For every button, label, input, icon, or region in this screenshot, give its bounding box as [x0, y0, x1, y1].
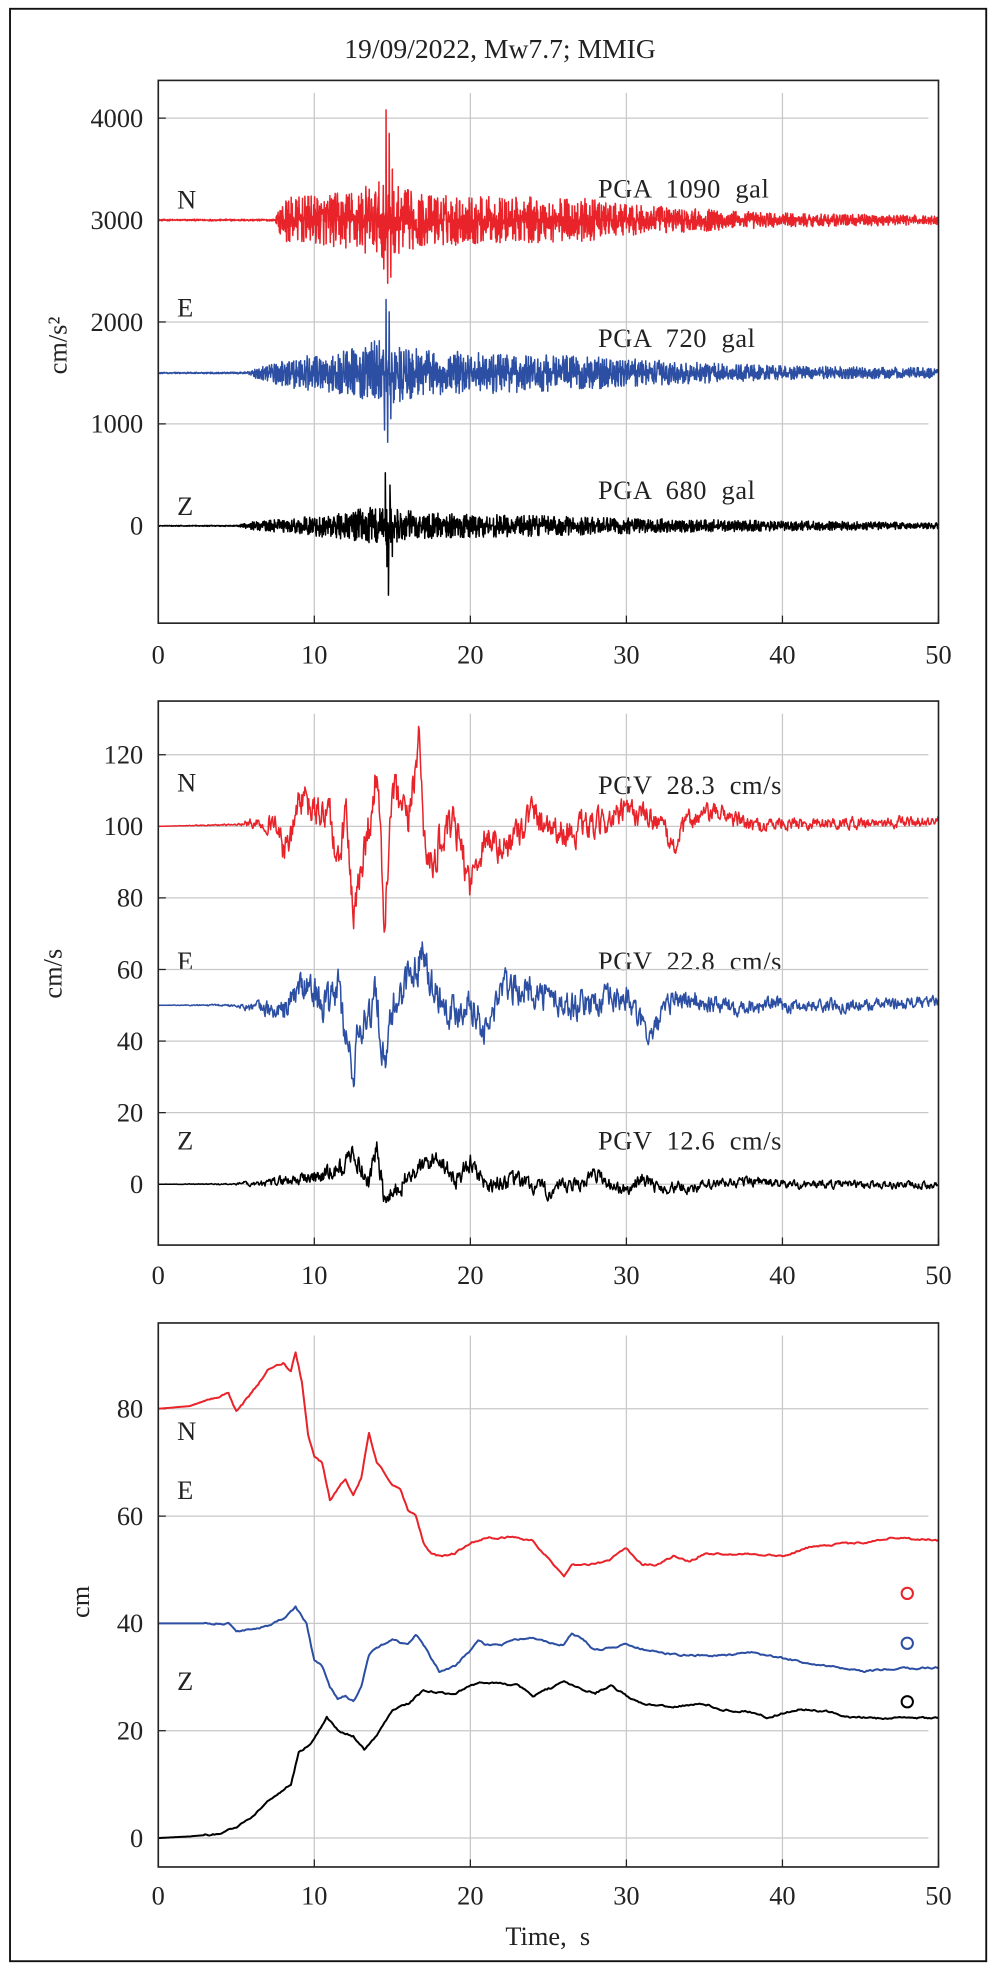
- x-tick-label: 10: [301, 1881, 327, 1911]
- y-tick-label: 0: [130, 1169, 143, 1199]
- y-tick-label: 120: [104, 740, 144, 770]
- axes-frame: [157, 79, 940, 624]
- ylabel-acceleration: cm/s²: [43, 317, 73, 375]
- axes-frame: [157, 700, 940, 1246]
- trace-velocity-E: [158, 941, 940, 1088]
- y-tick-label: 80: [117, 1394, 143, 1424]
- x-tick-label: 30: [613, 1260, 639, 1290]
- y-tick-label: 0: [130, 511, 143, 541]
- figure-title: 19/09/2022, Mw7.7; MMIG: [344, 33, 656, 64]
- x-tick-label: 0: [152, 639, 165, 669]
- x-tick-label: 40: [769, 639, 795, 669]
- y-tick-label: 0: [130, 1823, 143, 1853]
- y-tick-label: 60: [117, 1501, 143, 1531]
- x-tick-label: 30: [613, 639, 639, 669]
- x-tick-label: 50: [925, 639, 951, 669]
- x-tick-label: 40: [769, 1260, 795, 1290]
- static-offset-marker-E: [900, 1636, 914, 1650]
- trace-acceleration-N: [157, 109, 940, 284]
- trace-displacement-N: [158, 1351, 939, 1578]
- x-tick-label: 20: [457, 639, 483, 669]
- y-tick-label: 100: [104, 811, 144, 841]
- label-e: E: [177, 946, 193, 976]
- panel-displacement: cm N E Z Time, s: [65, 1416, 590, 1951]
- label-z: Z: [177, 1126, 193, 1156]
- pga-z: PGA 680 gal: [598, 475, 756, 505]
- x-tick-label: 20: [457, 1260, 483, 1290]
- figure-border: [9, 7, 988, 1963]
- trace-acceleration-Z: [157, 472, 939, 596]
- pgv-e: PGV 22.8 cm/s: [598, 946, 782, 976]
- label-n: N: [177, 185, 196, 215]
- x-tick-label: 20: [457, 1881, 483, 1911]
- xlabel-time: Time, s: [505, 1921, 590, 1951]
- pga-e: PGA 720 gal: [598, 323, 756, 353]
- trace-acceleration-E: [157, 298, 940, 443]
- static-offset-marker-Z: [900, 1695, 914, 1709]
- pgv-z: PGV 12.6 cm/s: [598, 1126, 782, 1156]
- x-tick-label: 50: [925, 1881, 951, 1911]
- trace-displacement-E: [158, 1605, 939, 1703]
- label-e: E: [177, 1475, 193, 1505]
- plot-displacement: 0 10 20 30 40 50 0 20 40 60 80: [117, 1322, 952, 1911]
- y-tick-label: 20: [117, 1716, 143, 1746]
- y-tick-label: 20: [117, 1097, 143, 1127]
- x-tick-label: 50: [925, 1260, 951, 1290]
- x-tick-label: 40: [769, 1881, 795, 1911]
- x-tick-label: 0: [152, 1881, 165, 1911]
- plot-velocity: 0 10 20 30 40 50 0 20 40 60 80 100 120: [104, 700, 952, 1290]
- y-tick-label: 40: [117, 1026, 143, 1056]
- y-tick-label: 2000: [90, 307, 143, 337]
- y-tick-label: 3000: [90, 205, 143, 235]
- y-tick-label: 4000: [90, 103, 143, 133]
- trace-velocity-Z: [158, 1141, 940, 1204]
- y-tick-label: 80: [117, 883, 143, 913]
- x-tick-label: 10: [301, 639, 327, 669]
- axes-frame: [157, 1322, 940, 1868]
- y-tick-label: 40: [117, 1608, 143, 1638]
- static-offset-marker-N: [900, 1586, 914, 1601]
- trace-displacement-Z: [158, 1680, 939, 1839]
- y-tick-label: 60: [117, 954, 143, 984]
- plot-acceleration: 0 10 20 30 40 50 0 1000 2000 3000 4000: [90, 79, 952, 669]
- ylabel-displacement: cm: [65, 1585, 95, 1618]
- pga-n: PGA 1090 gal: [598, 173, 769, 203]
- x-tick-label: 30: [613, 1881, 639, 1911]
- label-n: N: [177, 768, 196, 798]
- trace-velocity-N: [158, 725, 940, 933]
- label-z: Z: [177, 1666, 193, 1696]
- label-z: Z: [177, 491, 193, 521]
- x-tick-label: 0: [152, 1260, 165, 1290]
- pgv-n: PGV 28.3 cm/s: [598, 770, 782, 800]
- y-tick-label: 1000: [90, 409, 143, 439]
- label-e: E: [177, 293, 193, 323]
- x-tick-label: 10: [301, 1260, 327, 1290]
- panel-velocity: cm/s N E Z PGV 28.3 cm/s PGV 22.8 cm/s P…: [38, 768, 782, 1156]
- label-n: N: [177, 1416, 196, 1446]
- ylabel-velocity: cm/s: [38, 949, 68, 999]
